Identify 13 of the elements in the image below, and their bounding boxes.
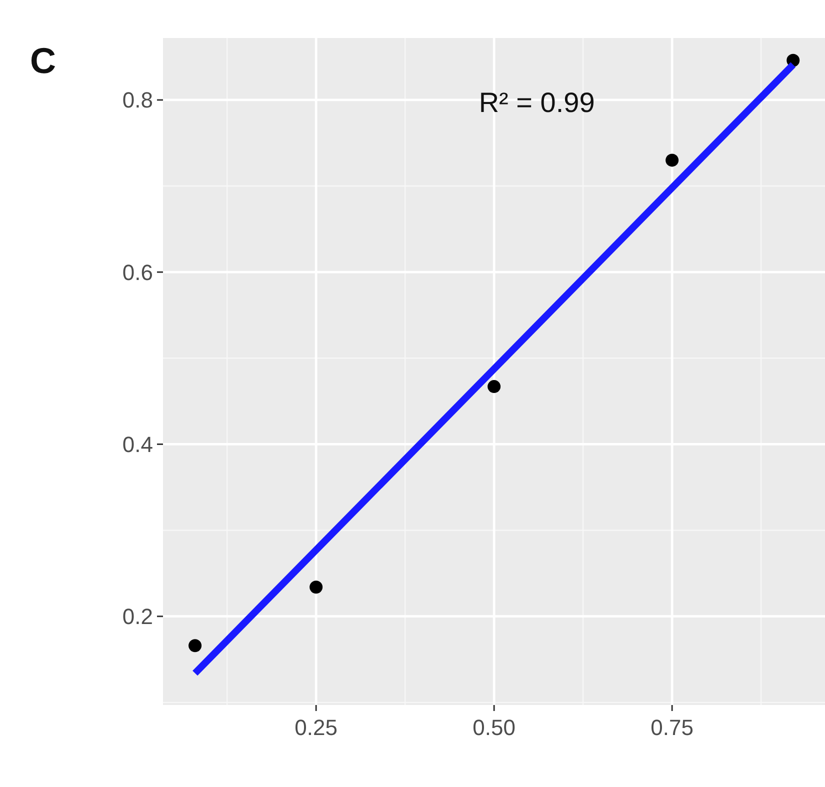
y-tick-label: 0.6 xyxy=(122,260,153,285)
point xyxy=(310,580,323,594)
y-tick-label: 0.8 xyxy=(122,88,153,113)
x-tick-label: 0.25 xyxy=(294,715,338,740)
text: C xyxy=(30,40,56,81)
x-tick-label: 0.50 xyxy=(472,715,516,740)
point xyxy=(188,639,202,652)
point xyxy=(488,380,501,394)
x-tick-label: 0.75 xyxy=(650,715,694,740)
point xyxy=(666,154,679,167)
y-tick-label: 0.4 xyxy=(122,432,153,457)
y-tick-label: 0.2 xyxy=(122,604,153,630)
annotation: R² = 0.99 xyxy=(478,86,595,118)
